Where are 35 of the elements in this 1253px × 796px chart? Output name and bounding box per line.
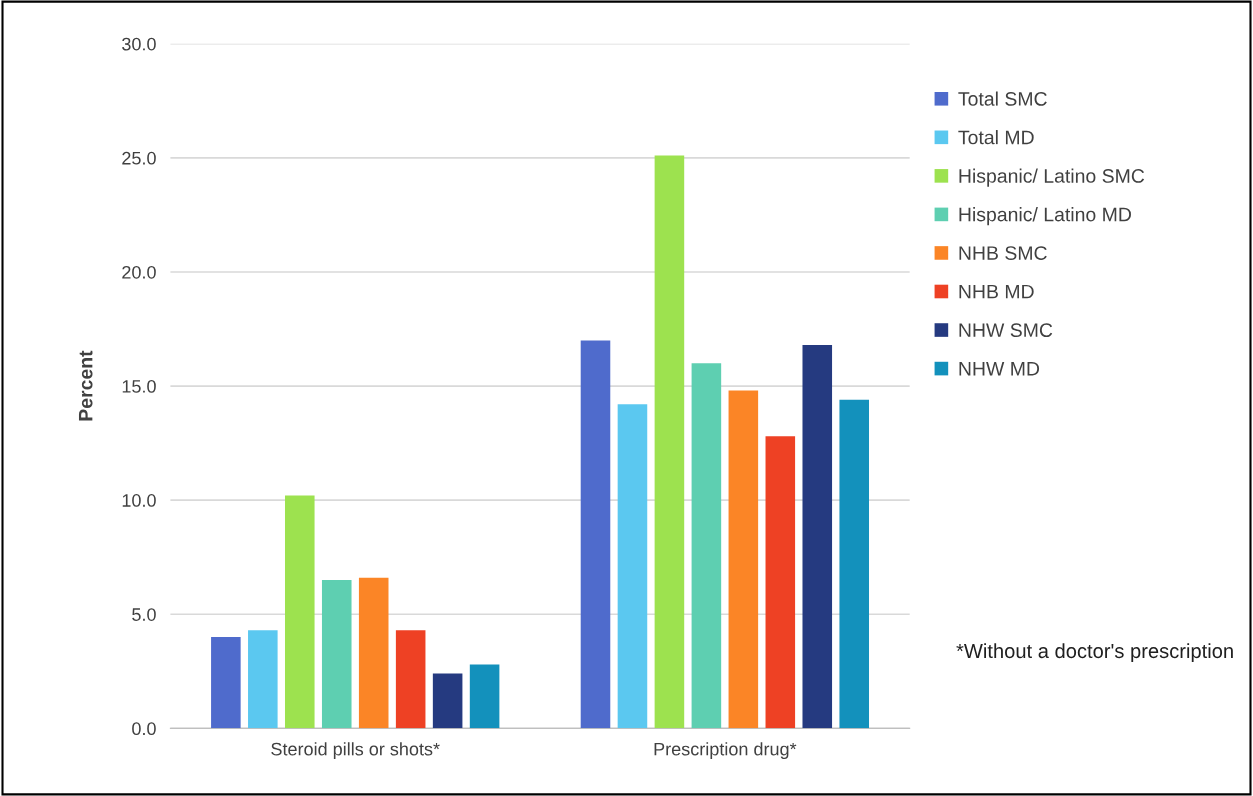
bar [395, 630, 426, 729]
legend-label: NHW MD [959, 362, 1040, 376]
x-tick-label: Prescription drug* [654, 742, 797, 760]
y-tick-label: 20.0 [122, 265, 156, 279]
bar [321, 580, 352, 729]
text: *Without a doctor's prescription [956, 643, 1233, 663]
bar [728, 390, 759, 729]
legend-label: NHB MD [959, 284, 1034, 299]
bar [358, 577, 389, 729]
bar [654, 155, 685, 729]
bar [211, 637, 241, 729]
legend-label: NHB SMC [959, 246, 1047, 260]
legend-label: Hispanic/ Latino SMC [959, 168, 1145, 187]
legend-label: NHW SMC [959, 323, 1053, 338]
legend-label: Total SMC [958, 91, 1047, 106]
y-tick-label: 30.0 [122, 37, 156, 51]
bar [765, 436, 796, 729]
bar [248, 630, 278, 729]
bar [839, 399, 870, 729]
bar [432, 673, 463, 729]
legend-label: Total MD [958, 130, 1034, 145]
y-tick-label: 0.0 [132, 722, 156, 736]
bar [617, 404, 648, 729]
y-tick-label: 5.0 [132, 608, 156, 621]
bar [802, 344, 833, 729]
y-tick-label: 15.0 [122, 379, 156, 393]
bar [284, 495, 315, 729]
y-axis-title: Percent [78, 350, 93, 421]
bar [691, 363, 722, 729]
bar [580, 340, 611, 729]
x-tick-label: Steroid pills or shots* [271, 742, 440, 760]
y-tick-label: 10.0 [122, 494, 156, 507]
y-tick-label: 25.0 [122, 151, 156, 165]
legend-label: Hispanic/ Latino MD [959, 207, 1131, 226]
bar [469, 664, 500, 729]
